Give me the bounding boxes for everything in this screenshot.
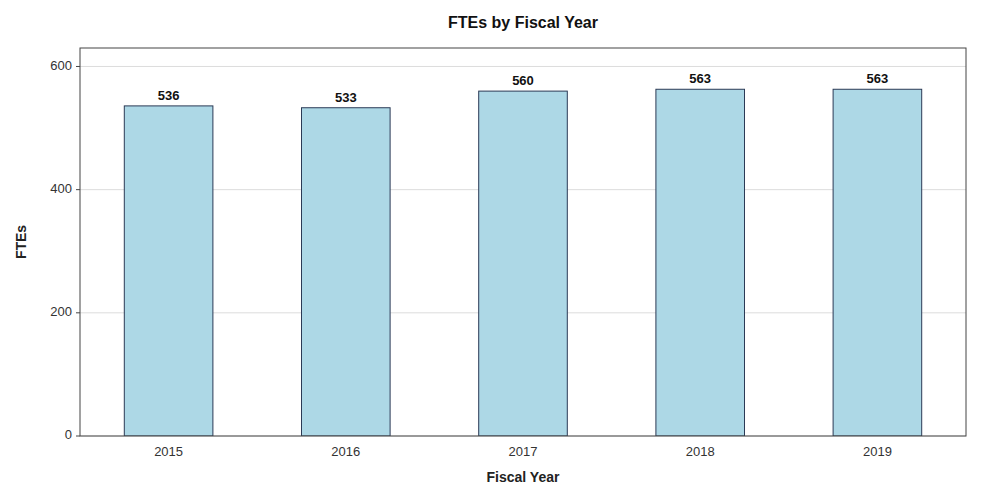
bar	[656, 89, 745, 436]
grid-line	[80, 66, 966, 67]
grid	[80, 66, 966, 436]
x-tick-label: 2018	[686, 444, 715, 459]
x-axis-label: Fiscal Year	[487, 469, 560, 485]
chart-svg: 0200400600201520162017201820195365335605…	[0, 0, 991, 498]
data-label: 563	[689, 71, 711, 86]
bar	[833, 89, 922, 436]
bar	[124, 106, 213, 436]
data-label: 536	[158, 88, 180, 103]
y-axis-label: FTEs	[13, 225, 29, 259]
x-axis: 2015 2016 2017 2018 2019	[154, 444, 892, 459]
y-tick-label: 600	[50, 58, 72, 73]
y-tick	[76, 189, 80, 190]
y-tick-label: 200	[50, 304, 72, 319]
bars	[124, 89, 921, 436]
data-label: 560	[512, 73, 534, 88]
x-tick-label: 2017	[509, 444, 538, 459]
title: FTEs by Fiscal Year	[448, 14, 598, 31]
y-tick	[76, 436, 80, 437]
data-label: 563	[867, 71, 889, 86]
data-labels: 536 533 560 563 563	[158, 71, 889, 104]
x-tick-label: 2015	[154, 444, 183, 459]
y-tick-label: 400	[50, 181, 72, 196]
y-tick	[76, 66, 80, 67]
y-axis: 0 200 400 600	[50, 58, 80, 443]
plot-frame	[80, 48, 966, 436]
y-tick-label: 0	[65, 427, 72, 442]
data-label: 533	[335, 90, 357, 105]
x-tick-label: 2019	[863, 444, 892, 459]
y-tick	[76, 312, 80, 313]
chart-container: 0200400600201520162017201820195365335605…	[0, 0, 991, 498]
bar	[302, 108, 391, 436]
bar	[479, 91, 568, 436]
x-tick-label: 2016	[331, 444, 360, 459]
